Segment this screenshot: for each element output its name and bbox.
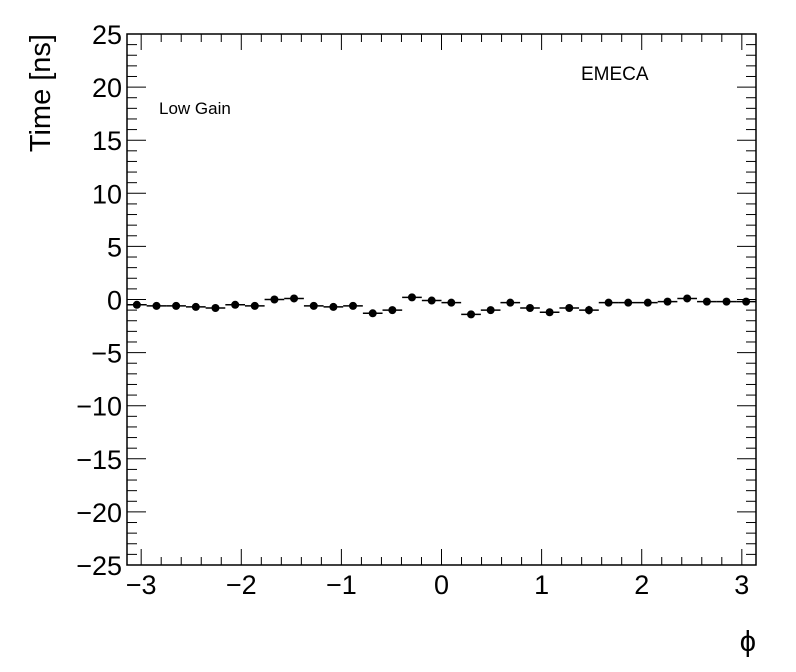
marker: [349, 301, 358, 310]
y-tick-label: −25: [76, 551, 122, 581]
marker: [250, 301, 259, 310]
marker: [172, 301, 181, 310]
marker: [486, 306, 495, 315]
y-tick-label: 0: [107, 286, 122, 316]
data-point: [146, 301, 167, 310]
marker: [270, 295, 279, 304]
data-point: [244, 301, 265, 310]
x-tick-label: 1: [534, 570, 549, 600]
marker: [742, 297, 751, 306]
data-point: [520, 303, 540, 312]
marker: [329, 302, 338, 311]
data-point: [559, 303, 580, 312]
data-point: [343, 301, 363, 310]
marker: [132, 300, 141, 309]
data-point: [186, 302, 206, 311]
marker: [427, 296, 436, 305]
data-point: [166, 301, 186, 310]
marker: [407, 293, 416, 302]
marker: [683, 294, 692, 303]
data-point: [677, 294, 697, 303]
marker: [447, 298, 456, 307]
data-point: [127, 300, 147, 309]
y-tick-label: −15: [76, 445, 122, 475]
ticks: [127, 33, 756, 566]
marker: [663, 297, 672, 306]
marker: [231, 300, 240, 309]
data-point: [402, 293, 422, 302]
data-point: [225, 300, 246, 309]
data-point: [716, 297, 737, 306]
data-point: [303, 301, 324, 310]
x-tick-label: 2: [634, 570, 649, 600]
data-point: [736, 297, 756, 306]
y-tick-label: −5: [91, 339, 122, 369]
data-point: [500, 298, 521, 307]
data-point: [362, 309, 383, 318]
data-point: [382, 306, 403, 315]
x-tick-label: −1: [326, 570, 357, 600]
data-point: [323, 302, 344, 311]
annotation-emeca: EMECA: [581, 64, 649, 85]
data-point: [618, 298, 639, 307]
data-point: [284, 294, 304, 303]
data-point: [441, 298, 462, 307]
marker: [584, 306, 593, 315]
data-point: [480, 306, 501, 315]
data-point: [205, 303, 226, 312]
y-axis-title: Time [ns]: [25, 34, 57, 152]
data-point: [461, 310, 481, 319]
data-point: [697, 297, 717, 306]
data-point: [264, 295, 285, 304]
data-points: [127, 293, 756, 319]
y-tick-label: 25: [92, 20, 122, 50]
marker: [467, 310, 476, 319]
annotation-low-gain: Low Gain: [159, 99, 231, 118]
marker: [368, 309, 377, 318]
marker: [722, 297, 731, 306]
data-point: [637, 298, 658, 307]
marker: [506, 298, 515, 307]
marker: [525, 303, 534, 312]
marker: [388, 306, 397, 315]
marker: [152, 301, 161, 310]
marker: [643, 298, 652, 307]
x-tick-label: 3: [734, 570, 749, 600]
y-tick-label: 10: [92, 179, 122, 209]
marker: [211, 303, 220, 312]
marker: [624, 298, 633, 307]
marker: [604, 298, 613, 307]
y-tick-label: 15: [92, 126, 122, 156]
marker: [290, 294, 299, 303]
y-tick-label: 5: [107, 232, 122, 262]
data-point: [421, 296, 442, 305]
y-tick-label: −20: [76, 498, 122, 528]
marker: [309, 301, 318, 310]
marker: [545, 308, 554, 317]
data-point: [657, 297, 678, 306]
y-tick-label: 20: [92, 73, 122, 103]
x-axis-title: ϕ: [740, 626, 756, 658]
data-point: [579, 305, 599, 315]
y-tick-label: −10: [76, 392, 122, 422]
x-tick-label: 0: [434, 570, 449, 600]
marker: [191, 302, 200, 311]
marker: [565, 303, 574, 312]
data-point: [598, 298, 619, 307]
data-point: [539, 308, 560, 317]
x-tick-label: −2: [226, 570, 257, 600]
marker: [702, 297, 711, 306]
x-tick-label: −3: [126, 570, 157, 600]
